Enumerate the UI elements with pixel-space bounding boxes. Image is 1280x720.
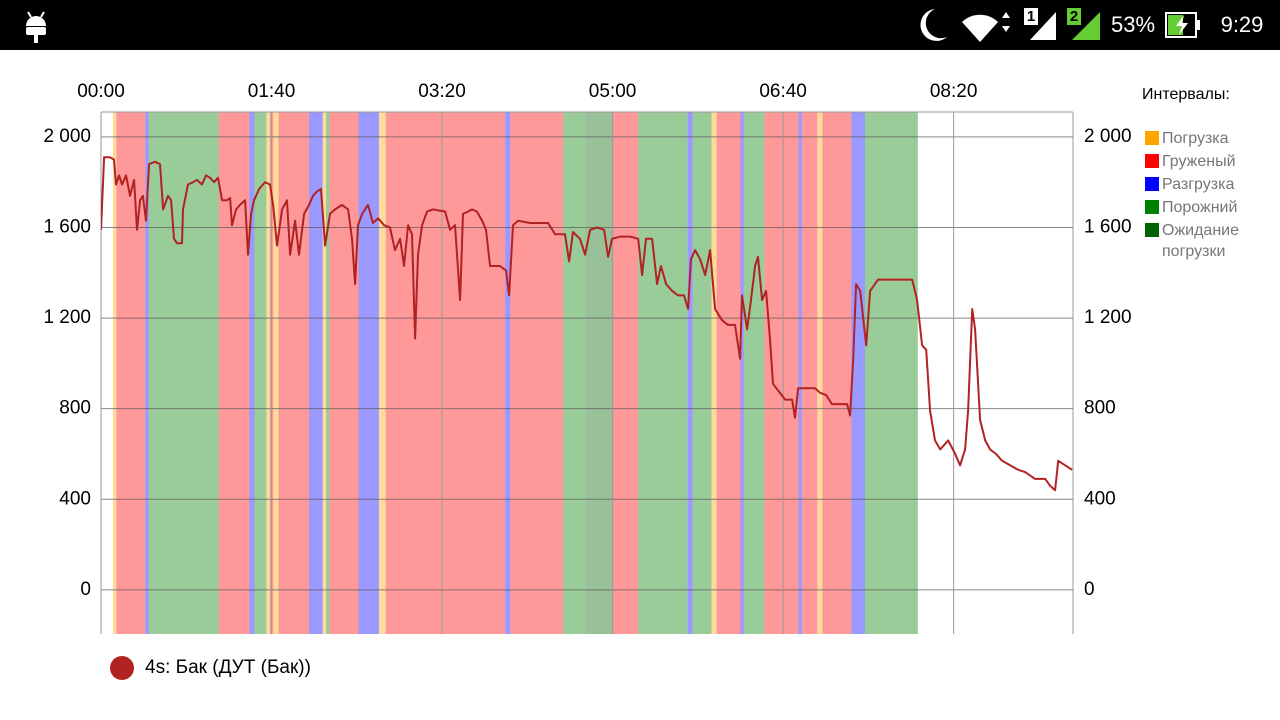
- sim-badge: [1067, 8, 1081, 25]
- interval-band: [112, 112, 117, 634]
- interval-band: [638, 112, 688, 634]
- interval-band: [822, 112, 852, 634]
- interval-band: [585, 112, 613, 634]
- intervals-legend-title: Интервалы:: [1142, 86, 1230, 103]
- interval-band: [273, 112, 279, 634]
- chart: 0 0 400 400 800 800 1 200 1 200 1 600 1 600 2 000 2…: [43, 81, 1230, 634]
- interval-band: [764, 112, 799, 634]
- interval-band: [864, 112, 918, 634]
- legend-swatch: [1145, 131, 1159, 145]
- legend-swatch: [1145, 200, 1159, 214]
- axis-labels: 0 0 400 400 800 800 1 200 1 200 1 600 1 600 2 000 2…: [43, 81, 1131, 600]
- interval-band: [801, 112, 818, 634]
- interval-band: [510, 112, 564, 634]
- interval-band: [711, 112, 717, 634]
- interval-band: [687, 112, 693, 634]
- interval-band: [716, 112, 741, 634]
- legend-swatch: [1145, 223, 1159, 237]
- clock: 9:29: [1221, 12, 1264, 37]
- wifi-arrows: [1002, 12, 1010, 32]
- android-icon: [26, 11, 46, 43]
- sim-label: 1: [1027, 8, 1035, 25]
- legend-label: 4s: Бак (ДУТ (Бак)): [145, 657, 311, 678]
- interval-band: [743, 112, 765, 634]
- battery-level: [1168, 15, 1183, 35]
- sim-label: 2: [1070, 8, 1078, 25]
- y2-tick-label: 1 600: [1084, 217, 1132, 238]
- y-tick-label: 800: [59, 398, 91, 419]
- signal-icon: [1072, 12, 1100, 40]
- interval-band: [692, 112, 712, 634]
- y-tick-label: 1 200: [43, 307, 91, 328]
- legend-swatch: [1145, 177, 1159, 191]
- y-tick-label: 400: [59, 488, 91, 509]
- wifi-icon: [962, 14, 998, 42]
- x-tick-label: 06:40: [759, 81, 807, 102]
- status-bar: 1 2 53% 9:29: [0, 0, 1280, 50]
- interval-band: [563, 112, 586, 634]
- charging-bolt: [1176, 15, 1188, 35]
- interval-band: [505, 112, 511, 634]
- interval-band: [322, 112, 327, 634]
- status-icons: 1 2 53% 9:29: [26, 8, 1264, 43]
- x-tick-label: 01:40: [248, 81, 296, 102]
- legend-swatch: [1145, 154, 1159, 168]
- x-tick-label: 00:00: [77, 81, 125, 102]
- moon-icon: [920, 9, 947, 41]
- y2-tick-label: 800: [1084, 398, 1116, 419]
- legend-label: Ожидание погрузки: [1162, 222, 1239, 260]
- interval-band: [254, 112, 267, 634]
- legend-label: Порожний: [1162, 199, 1238, 216]
- interval-bands: [112, 112, 918, 634]
- y-tick-label: 2 000: [43, 126, 91, 147]
- interval-band: [798, 112, 802, 634]
- interval-band: [218, 112, 250, 634]
- sim-badge: [1024, 8, 1038, 25]
- interval-band: [266, 112, 270, 634]
- interval-band: [612, 112, 639, 634]
- x-tick-label: 08:20: [930, 81, 978, 102]
- y2-tick-label: 2 000: [1084, 126, 1132, 147]
- battery-tip: [1196, 20, 1200, 30]
- series-lines: [101, 156, 1073, 492]
- interval-band: [249, 112, 255, 634]
- battery-percent: 53%: [1111, 12, 1155, 37]
- interval-band: [385, 112, 506, 634]
- legend-label: Разгрузка: [1162, 176, 1235, 193]
- legend-label: Груженый: [1162, 153, 1236, 170]
- interval-band: [145, 112, 149, 634]
- x-tick-label: 05:00: [589, 81, 637, 102]
- legend-label: Погрузка: [1162, 130, 1229, 147]
- y-tick-label: 0: [80, 579, 91, 600]
- y2-tick-label: 0: [1084, 579, 1095, 600]
- interval-band: [358, 112, 379, 634]
- signal-icon: [1030, 12, 1056, 40]
- interval-band: [378, 112, 386, 634]
- y-tick-label: 1 600: [43, 217, 91, 238]
- series-line: [101, 156, 1073, 492]
- interval-band: [278, 112, 310, 634]
- y2-tick-label: 1 200: [1084, 307, 1132, 328]
- grid: [100, 111, 1074, 634]
- interval-band: [148, 112, 219, 634]
- interval-band: [817, 112, 823, 634]
- interval-band: [851, 112, 865, 634]
- y2-tick-label: 400: [1084, 488, 1116, 509]
- interval-band: [326, 112, 330, 634]
- interval-band: [740, 112, 744, 634]
- interval-band: [309, 112, 323, 634]
- legend-marker: [110, 656, 134, 680]
- x-tick-label: 03:20: [418, 81, 466, 102]
- interval-band: [329, 112, 359, 634]
